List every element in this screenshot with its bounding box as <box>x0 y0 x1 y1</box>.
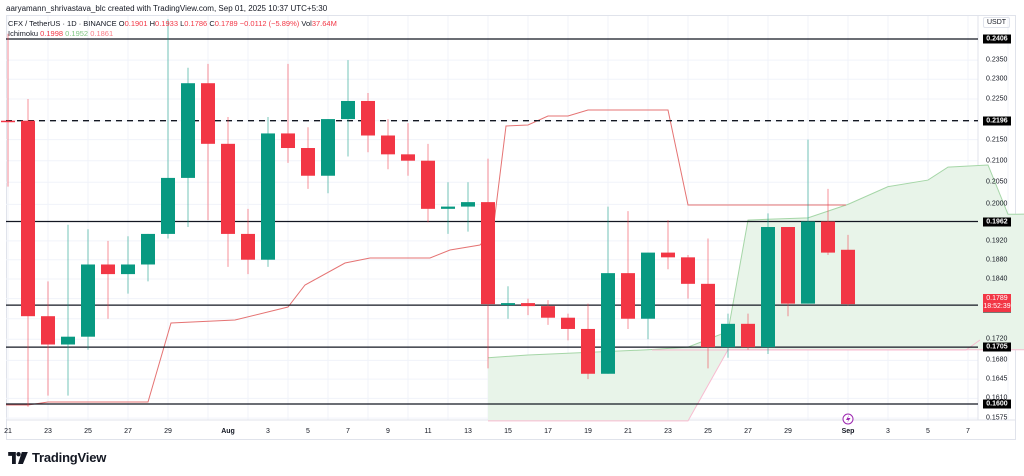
time-tick-label: 27 <box>744 428 752 435</box>
tradingview-logo: TradingView <box>8 450 106 465</box>
time-tick-label: 15 <box>504 428 512 435</box>
time-tick-label: 7 <box>966 428 970 435</box>
time-tick-label: 21 <box>624 428 632 435</box>
low-label: L <box>180 19 185 28</box>
candle-body <box>281 133 295 149</box>
time-tick-label: 23 <box>44 428 52 435</box>
candle-body <box>841 249 855 305</box>
time-tick-label: 29 <box>164 428 172 435</box>
volume-label: Vol <box>301 19 312 28</box>
candle-body <box>481 202 495 305</box>
candle-body <box>301 148 315 176</box>
indicator-value-1: 0.1998 <box>40 29 64 38</box>
candle-body <box>381 135 395 155</box>
candle-body <box>141 233 155 265</box>
candle-body <box>181 83 195 178</box>
low-value: 0.1786 <box>184 19 208 28</box>
indicator-row: Ichimoku 0.1998 0.1952 0.1861 <box>8 29 337 39</box>
candle-body <box>561 317 575 329</box>
ichimoku-cloud-lower <box>488 349 1024 422</box>
time-tick-label: 21 <box>4 428 12 435</box>
time-tick-label: 23 <box>664 428 672 435</box>
candle-body <box>721 323 735 348</box>
ichimoku-base-line <box>6 109 846 406</box>
time-tick-label: 25 <box>704 428 712 435</box>
time-tick-label: 13 <box>464 428 472 435</box>
candle-body <box>661 252 675 258</box>
time-tick-label: 3 <box>266 428 270 435</box>
candle-body <box>1 120 15 123</box>
open-value: 0.1901 <box>124 19 148 28</box>
candle-body <box>501 303 515 306</box>
change-value: −0.0112 (−5.89%) <box>239 19 300 28</box>
time-tick-label: 25 <box>84 428 92 435</box>
time-tick-label: 29 <box>784 428 792 435</box>
volume-value: 37.64M <box>311 19 337 28</box>
candle-body <box>741 323 755 348</box>
time-tick-label: 11 <box>424 428 432 435</box>
event-marker-icon[interactable] <box>842 413 854 425</box>
candle-body <box>701 283 715 348</box>
candle-body <box>201 83 215 144</box>
candle-body <box>761 227 775 348</box>
candle-body <box>821 221 835 253</box>
candle-body <box>321 119 335 176</box>
tradingview-logo-icon <box>8 451 28 464</box>
indicator-value-3: 0.1861 <box>90 29 114 38</box>
time-tick-label: 3 <box>886 428 890 435</box>
candle-body <box>261 133 275 260</box>
candle-body <box>361 100 375 136</box>
candle-body <box>241 233 255 260</box>
ohlc-row: CFX / TetherUS · 1D · BINANCE O0.1901 H0… <box>8 19 337 29</box>
candle-body <box>221 143 235 234</box>
candle-body <box>461 202 475 207</box>
indicator-name[interactable]: Ichimoku <box>8 29 39 38</box>
time-tick-label: Sep <box>841 428 855 435</box>
time-tick-label: 5 <box>306 428 310 435</box>
close-value: 0.1789 <box>214 19 238 28</box>
candle-body <box>601 273 615 374</box>
candle-body <box>621 273 635 319</box>
chart-credit: aaryamann_shrivastava_blc created with T… <box>6 4 328 13</box>
candle-body <box>781 227 795 304</box>
time-tick-label: 27 <box>124 428 132 435</box>
chart-legend: CFX / TetherUS · 1D · BINANCE O0.1901 H0… <box>8 19 337 39</box>
time-tick-label: Aug <box>221 428 235 435</box>
candle-body <box>161 177 175 234</box>
candle-body <box>81 264 95 337</box>
ichimoku-lagging-edge <box>652 339 981 351</box>
candle-body <box>801 221 815 304</box>
candle-body <box>681 257 695 284</box>
time-tick-label: 19 <box>584 428 592 435</box>
candle-body <box>61 336 75 345</box>
candle-body <box>121 264 135 275</box>
high-value: 0.1933 <box>155 19 178 28</box>
time-tick-label: 7 <box>346 428 350 435</box>
time-tick-label: 17 <box>544 428 552 435</box>
candle-body <box>341 100 355 120</box>
candle-body <box>21 120 35 317</box>
open-label: O <box>118 19 125 28</box>
tradingview-logo-text: TradingView <box>32 450 107 465</box>
candle-body <box>101 264 115 275</box>
close-label: C <box>209 19 215 28</box>
candle-body <box>641 252 655 319</box>
candle-body <box>401 154 415 161</box>
symbol-label[interactable]: CFX / TetherUS · 1D · BINANCE <box>8 19 117 28</box>
candle-body <box>581 328 595 374</box>
candle-body <box>541 306 555 318</box>
candle-body <box>41 316 55 345</box>
candle-body <box>441 206 455 209</box>
time-tick-label: 5 <box>926 428 930 435</box>
high-label: H <box>149 19 156 28</box>
time-tick-label: 9 <box>386 428 390 435</box>
candle-body <box>421 160 435 209</box>
indicator-value-2: 0.1952 <box>65 29 89 38</box>
candle-body <box>521 303 535 307</box>
ichimoku-cloud <box>488 164 1024 421</box>
